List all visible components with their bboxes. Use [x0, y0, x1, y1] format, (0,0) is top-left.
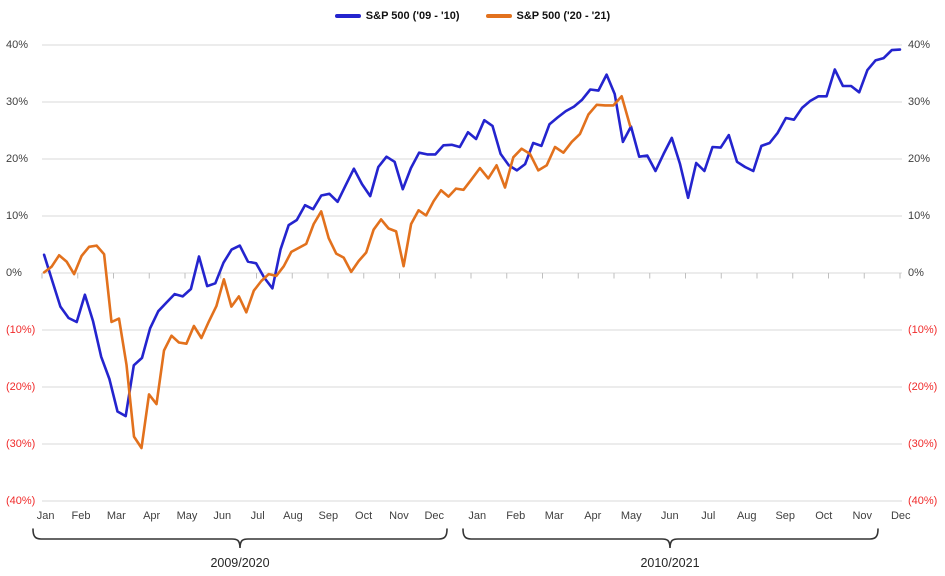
- y-axis-label-right: 10%: [908, 210, 931, 222]
- y-axis-label-right: 30%: [908, 96, 931, 108]
- month-label: Jul: [250, 510, 265, 522]
- y-axis-label-right: 40%: [908, 39, 931, 51]
- month-label: Feb: [506, 510, 526, 522]
- month-label: Jul: [701, 510, 716, 522]
- legend-label: S&P 500 ('09 - '10): [365, 10, 460, 22]
- year-group-label-2: 2010/2021: [640, 556, 700, 570]
- y-axis-label-left: 10%: [6, 210, 29, 222]
- month-label: Mar: [544, 510, 564, 522]
- y-axis-label-left: (10%): [6, 324, 36, 336]
- year-group-label-1: 2009/2020: [210, 556, 270, 570]
- y-axis-label-right: (20%): [908, 381, 938, 393]
- month-label: May: [176, 510, 198, 522]
- y-axis-label-left: (40%): [6, 495, 36, 507]
- month-label: Jun: [660, 510, 679, 522]
- month-label: Aug: [736, 510, 757, 522]
- series-line-sp500-09-10: [42, 48, 902, 418]
- legend-item-sp500-09-10: S&P 500 ('09 - '10): [334, 10, 460, 22]
- legend: S&P 500 ('09 - '10) S&P 500 ('20 - '21): [0, 6, 945, 26]
- month-label: Sep: [318, 510, 339, 522]
- month-label: Jan: [468, 510, 487, 522]
- month-label: Feb: [71, 510, 91, 522]
- month-label: Nov: [852, 510, 873, 522]
- y-axis-label-left: 30%: [6, 96, 29, 108]
- month-label: Mar: [106, 510, 126, 522]
- y-axis-label-left: (30%): [6, 438, 36, 450]
- month-label: Sep: [775, 510, 796, 522]
- y-axis-label-right: 20%: [908, 153, 931, 165]
- y-axis-label-right: 0%: [908, 267, 924, 279]
- month-label: Oct: [355, 510, 373, 522]
- month-label: Jun: [213, 510, 232, 522]
- legend-swatch-blue-icon: [334, 14, 361, 18]
- month-label: Dec: [424, 510, 445, 522]
- month-labels-year2: Jan Feb Mar Apr May Jun Jul Aug Sep Oct Nov Dec: [458, 510, 920, 522]
- legend-label: S&P 500 ('20 - '21): [516, 10, 611, 22]
- legend-swatch-orange-icon: [485, 14, 512, 18]
- month-label: Nov: [389, 510, 409, 522]
- y-axis-label-right: (30%): [908, 438, 938, 450]
- y-axis-label-left: 20%: [6, 153, 29, 165]
- y-axis-label-right: (40%): [908, 495, 938, 507]
- month-label: Jan: [36, 510, 55, 522]
- legend-item-sp500-20-21: S&P 500 ('20 - '21): [485, 10, 611, 22]
- month-labels-year1: Jan Feb Mar Apr May Jun Jul Aug Sep Oct Nov Dec: [28, 510, 452, 522]
- y-axis-label-left: (20%): [6, 381, 36, 393]
- y-axis-label-left: 40%: [6, 39, 29, 51]
- month-label: Apr: [143, 510, 161, 522]
- y-axis-label-right: (10%): [908, 324, 938, 336]
- month-label: Dec: [890, 510, 911, 522]
- month-label: May: [620, 510, 642, 522]
- y-axis-label-left: 0%: [6, 267, 22, 279]
- month-label: Oct: [815, 510, 833, 522]
- month-label: Apr: [584, 510, 602, 522]
- series-line-sp500-20-21: [42, 95, 632, 450]
- month-label: Aug: [283, 510, 303, 522]
